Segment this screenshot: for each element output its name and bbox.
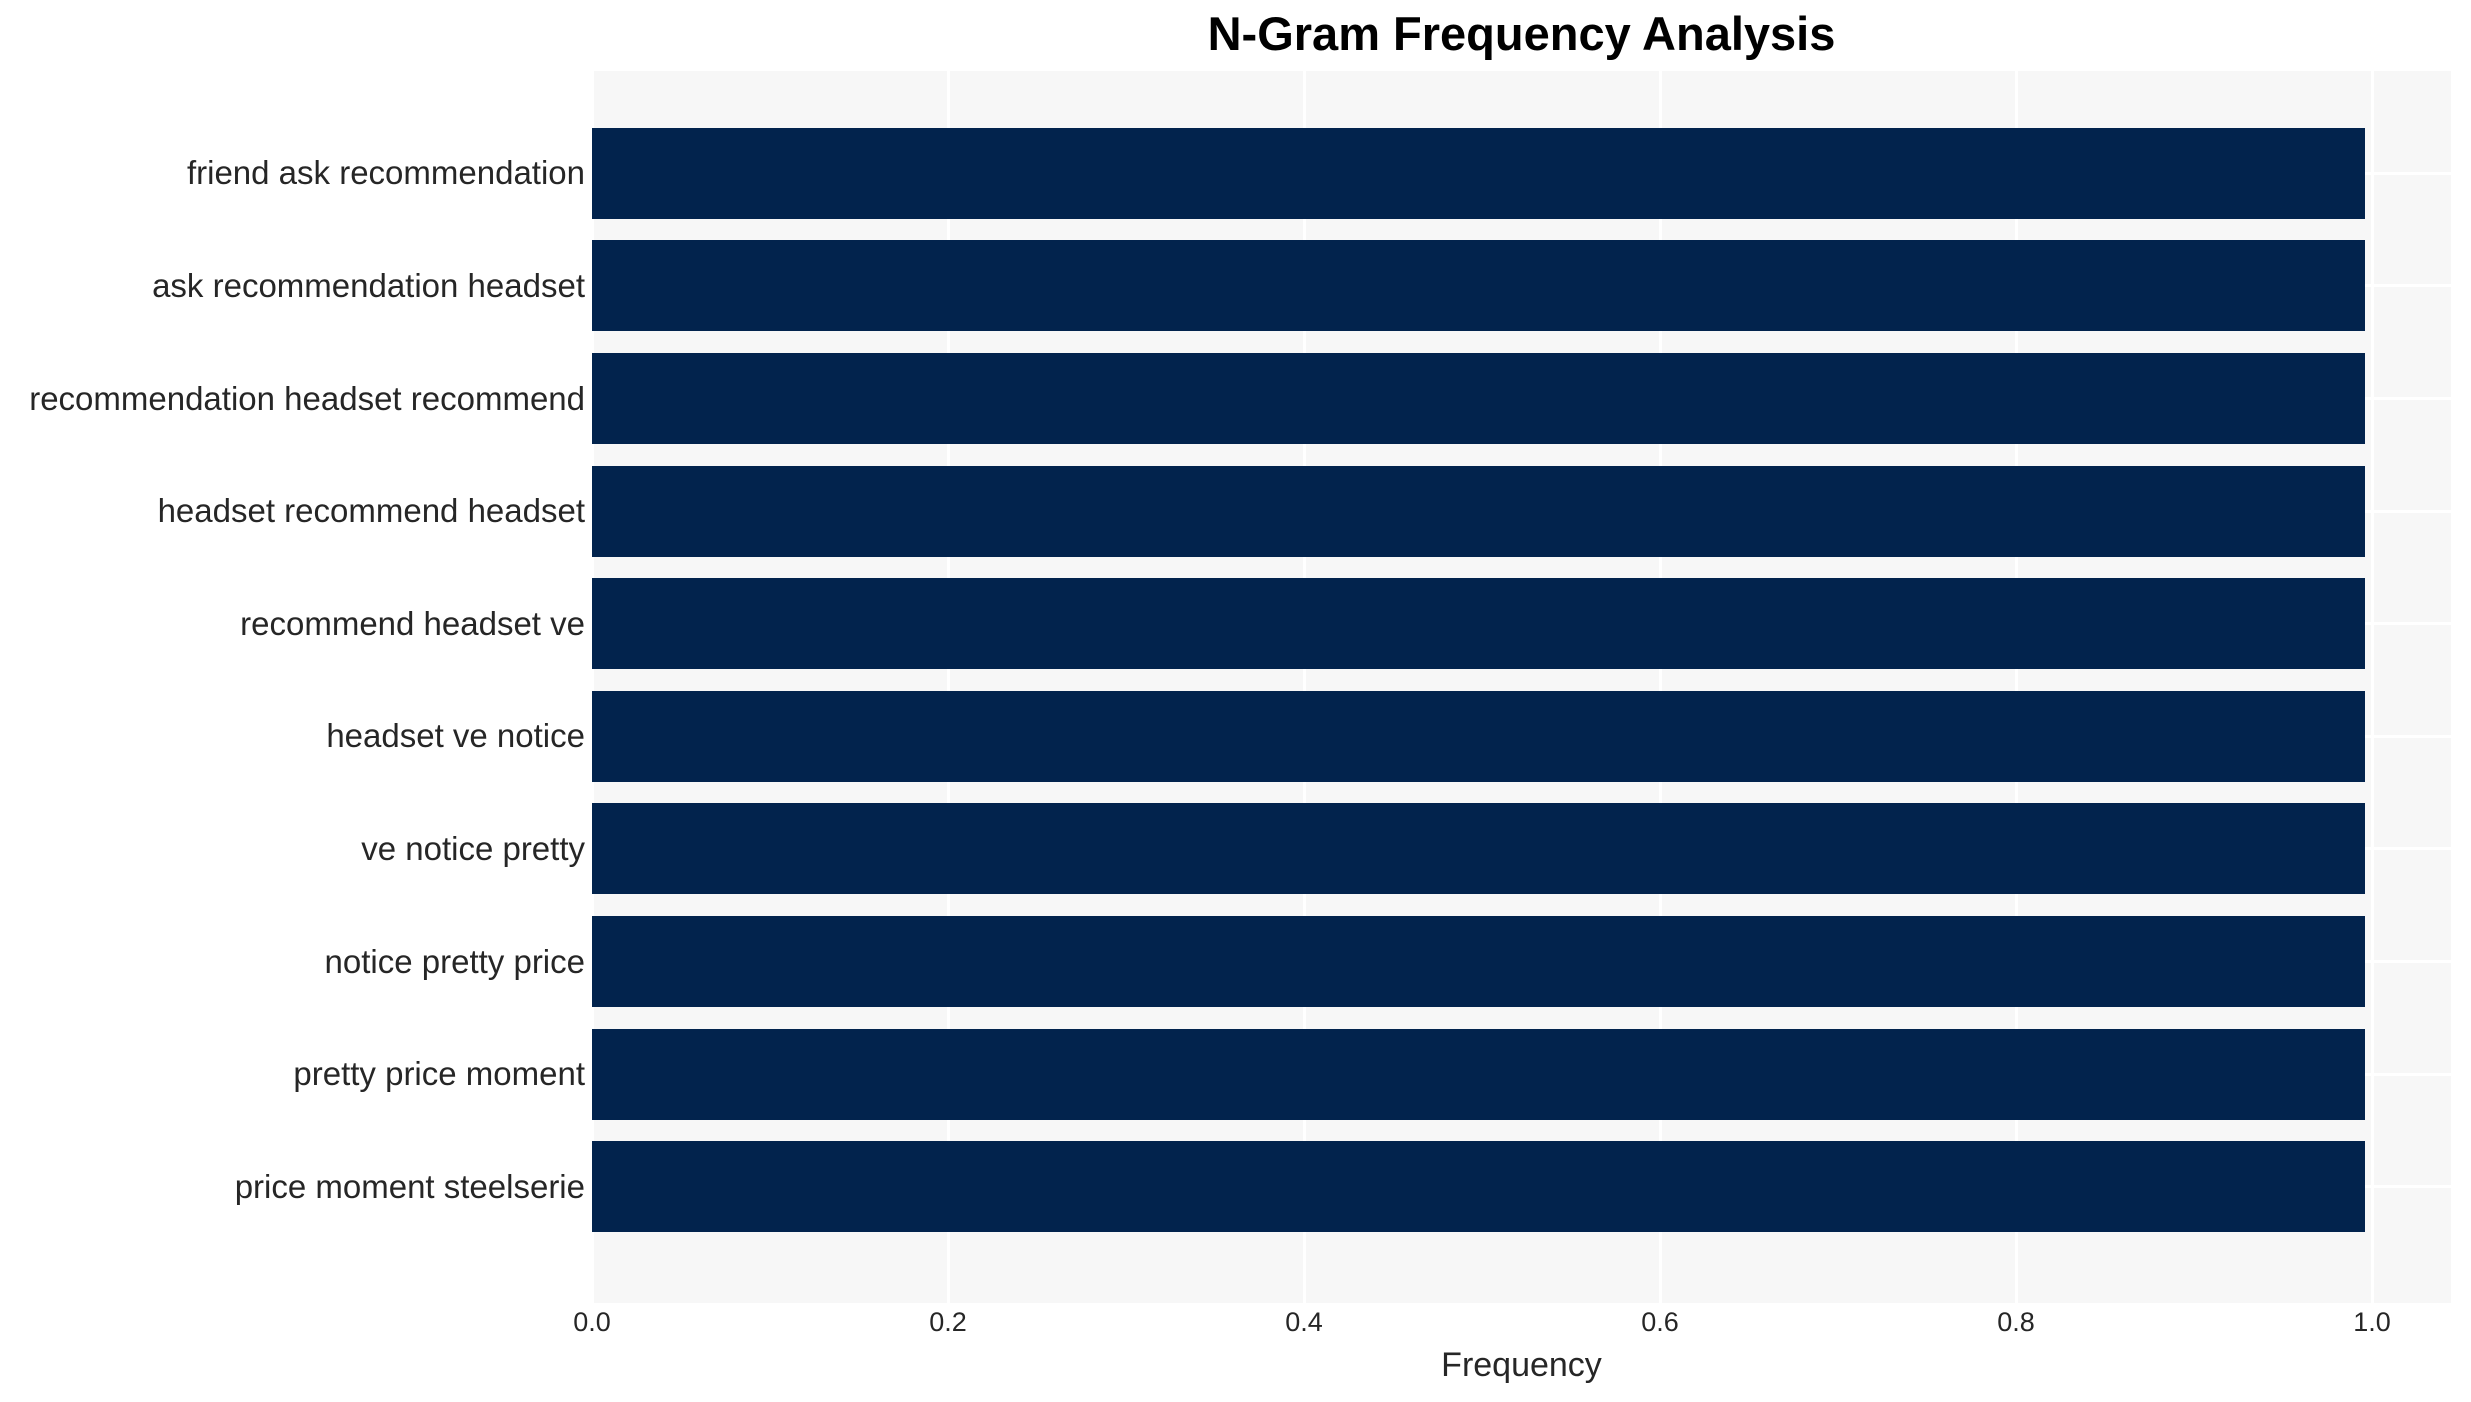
vertical-gridline [1302, 71, 1306, 1303]
frequency-bar [592, 1141, 2365, 1233]
x-tick-label: 1.0 [2353, 1307, 2391, 1337]
y-axis-category-label: ve notice pretty [361, 829, 585, 867]
bar-row [592, 455, 2451, 568]
x-tick-label: 0.8 [1997, 1307, 2035, 1337]
x-axis-label: Frequency [1441, 1346, 1602, 1384]
frequency-bar [592, 578, 2365, 670]
frequency-bar [592, 352, 2365, 444]
frequency-bar [592, 915, 2365, 1007]
vertical-gridline [1658, 71, 1662, 1303]
frequency-bar [592, 240, 2365, 332]
bar-row [592, 1130, 2451, 1243]
bar-row [592, 905, 2451, 1018]
bar-row [592, 230, 2451, 343]
y-axis-category-label: notice pretty price [324, 942, 585, 980]
x-tick-label: 0.4 [1285, 1307, 1323, 1337]
x-tick-label: 0.6 [1641, 1307, 1679, 1337]
x-tick-label: 0.0 [573, 1307, 611, 1337]
y-axis-category-label: friend ask recommendation [186, 154, 585, 192]
frequency-bar [592, 465, 2365, 557]
bar-row [592, 680, 2451, 793]
vertical-gridline [2014, 71, 2018, 1303]
chart-title: N-Gram Frequency Analysis [1207, 7, 1836, 60]
frequency-bar [592, 803, 2365, 895]
bar-row [592, 793, 2451, 906]
bar-row [592, 1018, 2451, 1131]
frequency-bar [592, 127, 2365, 219]
y-axis-category-label: recommendation headset recommend [29, 379, 585, 417]
vertical-gridline [590, 71, 594, 1303]
bar-row [592, 567, 2451, 680]
frequency-bar [592, 690, 2365, 782]
bar-row [592, 117, 2451, 230]
y-axis-category-label: recommend headset ve [240, 604, 585, 642]
bar-row [592, 342, 2451, 455]
x-tick-label: 0.2 [929, 1307, 967, 1337]
y-axis-category-label: headset recommend headset [157, 492, 585, 530]
vertical-gridline [2370, 71, 2374, 1303]
y-axis-category-label: ask recommendation headset [152, 266, 585, 304]
plot-area [590, 71, 2451, 1303]
y-axis-category-label: price moment steelserie [234, 1167, 585, 1205]
bar-rows [592, 117, 2451, 1243]
y-axis-category-label: headset ve notice [326, 717, 585, 755]
y-axis-category-label: pretty price moment [293, 1055, 585, 1093]
frequency-bar [592, 1028, 2365, 1120]
vertical-gridline [946, 71, 950, 1303]
